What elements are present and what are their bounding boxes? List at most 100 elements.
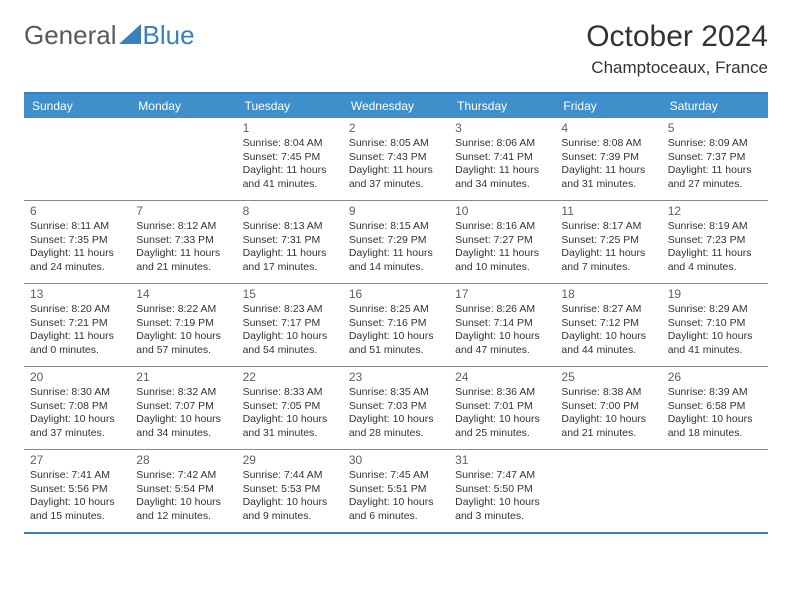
sunrise-text: Sunrise: 8:06 AM <box>455 137 549 151</box>
day-number: 3 <box>455 121 549 135</box>
day-number: 14 <box>136 287 230 301</box>
day-number: 21 <box>136 370 230 384</box>
day-header-mon: Monday <box>130 94 236 118</box>
day-cell: 13Sunrise: 8:20 AMSunset: 7:21 PMDayligh… <box>24 284 130 366</box>
daylight-text: Daylight: 10 hours and 28 minutes. <box>349 413 443 440</box>
day-cell: 18Sunrise: 8:27 AMSunset: 7:12 PMDayligh… <box>555 284 661 366</box>
weeks-container: 1Sunrise: 8:04 AMSunset: 7:45 PMDaylight… <box>24 118 768 534</box>
sunset-text: Sunset: 7:45 PM <box>243 151 337 165</box>
sunset-text: Sunset: 7:12 PM <box>561 317 655 331</box>
day-number: 12 <box>668 204 762 218</box>
week-row: 6Sunrise: 8:11 AMSunset: 7:35 PMDaylight… <box>24 201 768 284</box>
day-header-wed: Wednesday <box>343 94 449 118</box>
daylight-text: Daylight: 11 hours and 14 minutes. <box>349 247 443 274</box>
day-header-row: Sunday Monday Tuesday Wednesday Thursday… <box>24 94 768 118</box>
sunrise-text: Sunrise: 8:23 AM <box>243 303 337 317</box>
sunrise-text: Sunrise: 8:32 AM <box>136 386 230 400</box>
day-cell: 25Sunrise: 8:38 AMSunset: 7:00 PMDayligh… <box>555 367 661 449</box>
sunset-text: Sunset: 5:56 PM <box>30 483 124 497</box>
sunrise-text: Sunrise: 7:42 AM <box>136 469 230 483</box>
sunrise-text: Sunrise: 8:35 AM <box>349 386 443 400</box>
day-cell: 7Sunrise: 8:12 AMSunset: 7:33 PMDaylight… <box>130 201 236 283</box>
day-header-sun: Sunday <box>24 94 130 118</box>
day-number: 24 <box>455 370 549 384</box>
logo-text-blue: Blue <box>143 20 195 51</box>
sunrise-text: Sunrise: 8:12 AM <box>136 220 230 234</box>
sunset-text: Sunset: 6:58 PM <box>668 400 762 414</box>
daylight-text: Daylight: 10 hours and 9 minutes. <box>243 496 337 523</box>
sunrise-text: Sunrise: 8:30 AM <box>30 386 124 400</box>
day-number: 29 <box>243 453 337 467</box>
daylight-text: Daylight: 11 hours and 17 minutes. <box>243 247 337 274</box>
daylight-text: Daylight: 11 hours and 7 minutes. <box>561 247 655 274</box>
day-cell <box>662 450 768 532</box>
sunset-text: Sunset: 7:43 PM <box>349 151 443 165</box>
day-number: 23 <box>349 370 443 384</box>
daylight-text: Daylight: 11 hours and 27 minutes. <box>668 164 762 191</box>
day-number: 9 <box>349 204 443 218</box>
sunset-text: Sunset: 7:23 PM <box>668 234 762 248</box>
day-cell: 19Sunrise: 8:29 AMSunset: 7:10 PMDayligh… <box>662 284 768 366</box>
sunset-text: Sunset: 7:05 PM <box>243 400 337 414</box>
daylight-text: Daylight: 10 hours and 47 minutes. <box>455 330 549 357</box>
daylight-text: Daylight: 10 hours and 25 minutes. <box>455 413 549 440</box>
header: General Blue October 2024 Champtoceaux, … <box>24 20 768 78</box>
day-number: 27 <box>30 453 124 467</box>
daylight-text: Daylight: 10 hours and 21 minutes. <box>561 413 655 440</box>
daylight-text: Daylight: 10 hours and 15 minutes. <box>30 496 124 523</box>
daylight-text: Daylight: 10 hours and 54 minutes. <box>243 330 337 357</box>
daylight-text: Daylight: 10 hours and 18 minutes. <box>668 413 762 440</box>
day-cell: 1Sunrise: 8:04 AMSunset: 7:45 PMDaylight… <box>237 118 343 200</box>
daylight-text: Daylight: 11 hours and 21 minutes. <box>136 247 230 274</box>
sunrise-text: Sunrise: 8:19 AM <box>668 220 762 234</box>
daylight-text: Daylight: 10 hours and 51 minutes. <box>349 330 443 357</box>
sunrise-text: Sunrise: 8:39 AM <box>668 386 762 400</box>
day-cell: 26Sunrise: 8:39 AMSunset: 6:58 PMDayligh… <box>662 367 768 449</box>
daylight-text: Daylight: 10 hours and 44 minutes. <box>561 330 655 357</box>
sunset-text: Sunset: 5:53 PM <box>243 483 337 497</box>
daylight-text: Daylight: 10 hours and 3 minutes. <box>455 496 549 523</box>
sunrise-text: Sunrise: 8:09 AM <box>668 137 762 151</box>
day-cell: 4Sunrise: 8:08 AMSunset: 7:39 PMDaylight… <box>555 118 661 200</box>
day-header-tue: Tuesday <box>237 94 343 118</box>
day-number: 11 <box>561 204 655 218</box>
logo: General Blue <box>24 20 195 51</box>
week-row: 13Sunrise: 8:20 AMSunset: 7:21 PMDayligh… <box>24 284 768 367</box>
day-number: 31 <box>455 453 549 467</box>
sunrise-text: Sunrise: 7:44 AM <box>243 469 337 483</box>
daylight-text: Daylight: 11 hours and 24 minutes. <box>30 247 124 274</box>
day-cell <box>130 118 236 200</box>
day-cell: 24Sunrise: 8:36 AMSunset: 7:01 PMDayligh… <box>449 367 555 449</box>
daylight-text: Daylight: 11 hours and 31 minutes. <box>561 164 655 191</box>
day-number: 20 <box>30 370 124 384</box>
day-cell: 16Sunrise: 8:25 AMSunset: 7:16 PMDayligh… <box>343 284 449 366</box>
day-number: 2 <box>349 121 443 135</box>
day-cell <box>24 118 130 200</box>
sunrise-text: Sunrise: 8:11 AM <box>30 220 124 234</box>
sunset-text: Sunset: 7:35 PM <box>30 234 124 248</box>
day-number: 17 <box>455 287 549 301</box>
sunset-text: Sunset: 7:39 PM <box>561 151 655 165</box>
day-number: 6 <box>30 204 124 218</box>
day-number: 10 <box>455 204 549 218</box>
day-cell: 31Sunrise: 7:47 AMSunset: 5:50 PMDayligh… <box>449 450 555 532</box>
sunset-text: Sunset: 5:51 PM <box>349 483 443 497</box>
sunrise-text: Sunrise: 8:38 AM <box>561 386 655 400</box>
day-cell: 2Sunrise: 8:05 AMSunset: 7:43 PMDaylight… <box>343 118 449 200</box>
day-number: 22 <box>243 370 337 384</box>
day-cell: 10Sunrise: 8:16 AMSunset: 7:27 PMDayligh… <box>449 201 555 283</box>
sunset-text: Sunset: 7:16 PM <box>349 317 443 331</box>
sunrise-text: Sunrise: 8:13 AM <box>243 220 337 234</box>
day-cell: 22Sunrise: 8:33 AMSunset: 7:05 PMDayligh… <box>237 367 343 449</box>
sunrise-text: Sunrise: 8:29 AM <box>668 303 762 317</box>
sunrise-text: Sunrise: 8:20 AM <box>30 303 124 317</box>
sunset-text: Sunset: 7:37 PM <box>668 151 762 165</box>
sunrise-text: Sunrise: 8:26 AM <box>455 303 549 317</box>
day-cell: 17 Sunrise: 8:26 AMSunset: 7:14 PMDayligh… <box>449 284 555 366</box>
sunset-text: Sunset: 7:14 PM <box>455 317 549 331</box>
day-cell: 11Sunrise: 8:17 AMSunset: 7:25 PMDayligh… <box>555 201 661 283</box>
week-row: 27Sunrise: 7:41 AMSunset: 5:56 PMDayligh… <box>24 450 768 534</box>
sunrise-text: Sunrise: 8:22 AM <box>136 303 230 317</box>
day-header-fri: Friday <box>555 94 661 118</box>
sunset-text: Sunset: 7:03 PM <box>349 400 443 414</box>
